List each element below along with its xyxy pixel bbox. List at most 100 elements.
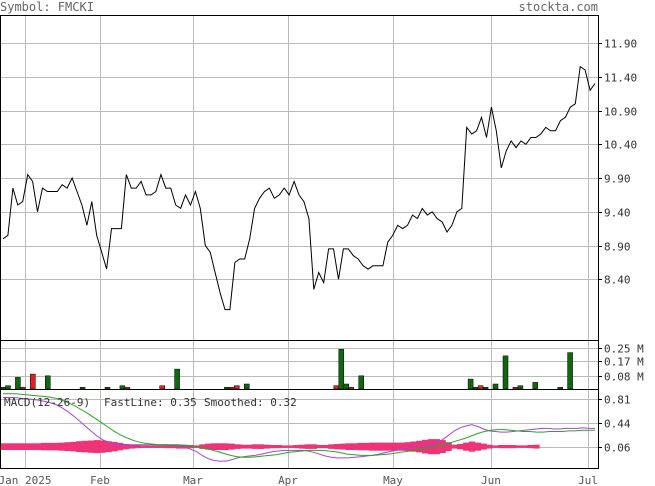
volume-bar — [343, 383, 350, 390]
volume-bar — [5, 385, 11, 390]
volume-bar — [20, 387, 26, 390]
macd-histogram-bar — [463, 442, 470, 451]
macd-histogram-bar — [228, 443, 235, 450]
macd-histogram-bar — [533, 444, 540, 449]
macd-histogram-bar — [187, 445, 194, 449]
macd-histogram-bar — [345, 443, 352, 450]
macd-histogram-bar — [527, 445, 534, 449]
macd-legend: MACD(12-26-9) FastLine: 0.35 Smoothed: 0… — [4, 396, 297, 409]
volume-grid — [0, 341, 598, 389]
macd-histogram-bar — [386, 442, 394, 451]
macd-histogram-bar — [93, 440, 100, 454]
macd-histogram-bar — [99, 440, 106, 453]
macd-histogram-bar — [152, 445, 159, 448]
macd-histogram-bar — [375, 442, 382, 451]
macd-histogram-bar — [433, 439, 440, 455]
macd-histogram-bar — [363, 442, 370, 451]
macd-histogram-bar — [240, 444, 247, 449]
volume-tick-label: 0.25 M — [604, 343, 644, 356]
volume-bar — [482, 387, 489, 390]
volume-axis: 0.25 M0.17 M 0.08 M — [598, 343, 644, 384]
macd-histogram-bar — [181, 444, 188, 449]
macd-histogram-bar — [216, 443, 224, 450]
volume-bar — [512, 387, 519, 390]
volume-bar — [30, 373, 36, 390]
macd-histogram-bar — [340, 443, 347, 450]
macd-histogram-bar — [222, 443, 229, 450]
macd-histogram-bar — [11, 443, 18, 450]
x-tick-label: May — [383, 474, 403, 486]
volume-bar — [159, 385, 165, 390]
x-tick-label: Feb — [90, 474, 110, 486]
macd-histogram-bar — [205, 443, 212, 450]
macd-histogram-bar — [392, 442, 399, 451]
macd-histogram-bar — [257, 444, 265, 449]
price-tick-label: 8.40 — [604, 274, 631, 287]
macd-histogram-bar — [298, 444, 306, 449]
macd-histogram-bar — [170, 445, 177, 449]
macd-histogram-bar — [140, 445, 147, 448]
macd-histogram-bar — [275, 445, 282, 449]
x-tick-label: Mar — [183, 474, 203, 486]
volume-bar — [338, 349, 345, 390]
symbol-label: Symbol: FMCKI — [0, 0, 94, 14]
macd-histogram-bar — [316, 445, 323, 449]
macd-histogram-bar — [281, 445, 288, 448]
macd-histogram-bar — [246, 444, 253, 449]
macd-histogram-bar — [504, 445, 511, 449]
macd-histogram-bar — [52, 442, 59, 451]
price-tick-label: 11.90 — [604, 38, 637, 51]
price-tick-label: 10.90 — [604, 106, 637, 119]
macd-histogram-bar — [5, 443, 13, 450]
volume-bar — [477, 385, 484, 390]
macd-histogram-bar — [269, 445, 276, 449]
price-tick-label: 11.40 — [604, 72, 637, 85]
macd-histogram-bar — [328, 444, 335, 449]
macd-histogram — [0, 439, 540, 455]
macd-histogram-bar — [521, 445, 528, 448]
macd-histogram-bar — [23, 443, 30, 450]
macd-histogram-bar — [422, 439, 429, 454]
macd-histogram-bar — [334, 444, 341, 450]
volume-bar — [358, 375, 364, 390]
volume-bar — [532, 382, 539, 390]
volume-bar — [104, 387, 111, 390]
macd-axis: 0.81 0.44 0.06 — [598, 394, 631, 455]
price-line — [2, 65, 596, 311]
price-axis: 11.90 11.40 10.90 10.40 9.90 9.40 8.90 8.40 — [598, 38, 637, 287]
volume-bar — [15, 377, 21, 390]
macd-histogram-bar — [468, 441, 476, 452]
macd-histogram-bar — [58, 442, 65, 451]
volume-bar — [234, 385, 240, 390]
macd-histogram-bar — [515, 445, 522, 448]
macd-histogram-bar — [492, 445, 499, 448]
volume-bar — [174, 368, 180, 390]
volume-bar — [229, 387, 235, 390]
site-label: stockta.com — [519, 0, 598, 14]
price-tick-label: 9.40 — [604, 207, 631, 220]
price-tick-label: 10.40 — [604, 139, 637, 152]
macd-smoothed-label: Smoothed: 0.32 — [204, 396, 297, 409]
price-grid — [0, 16, 598, 340]
macd-histogram-bar — [509, 445, 517, 449]
volume-bar — [333, 385, 340, 390]
macd-histogram-bar — [252, 444, 259, 449]
macd-histogram-bar — [64, 442, 71, 451]
macd-histogram-bar — [310, 444, 317, 449]
macd-histogram-bar — [164, 445, 171, 449]
macd-fastline-label: FastLine: 0.35 — [104, 396, 197, 409]
macd-tick-label: 0.06 — [604, 442, 631, 455]
price-tick-label: 8.90 — [604, 241, 631, 254]
volume-bar — [224, 387, 230, 390]
macd-histogram-bar — [322, 445, 329, 449]
macd-histogram-bar — [199, 444, 206, 449]
volume-bar — [492, 383, 499, 390]
macd-tick-label: 0.44 — [604, 418, 631, 431]
macd-histogram-bar — [111, 441, 118, 452]
macd-histogram-bar — [498, 445, 505, 449]
macd-histogram-bar — [105, 441, 112, 453]
macd-histogram-bar — [480, 443, 487, 450]
volume-bar — [0, 387, 6, 390]
macd-histogram-bar — [398, 442, 405, 451]
volume-panel — [0, 340, 599, 390]
